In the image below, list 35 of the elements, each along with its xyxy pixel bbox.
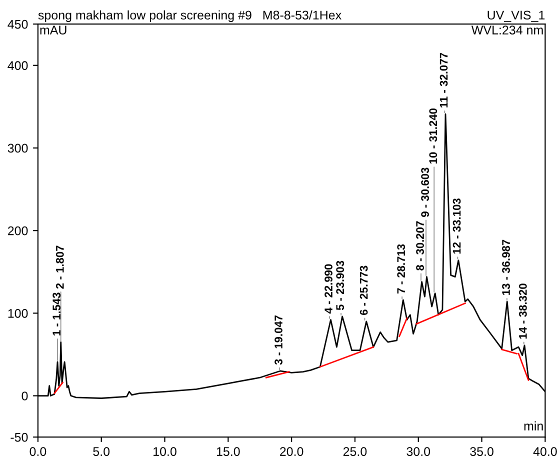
y-axis-title: mAU (40, 26, 66, 34)
annotation: 8 - 30.207 (416, 221, 424, 270)
annotation: 2 - 1.807 (56, 246, 64, 289)
y-tick-label: 100 (8, 308, 28, 318)
x-tick-label: 20.0 (280, 447, 304, 456)
annotation: 14 - 38.320 (518, 284, 527, 339)
y-tick-label: 450 (8, 20, 28, 29)
y-tick-label: -50 (10, 432, 28, 442)
x-tick-label: 40.0 (533, 447, 557, 456)
x-tick-label: 30.0 (406, 447, 430, 456)
annotation: 9 - 30.603 (421, 168, 430, 217)
y-tick-label: 300 (8, 144, 28, 153)
annotation: 10 - 31.240 (429, 108, 438, 164)
x-axis-title: min (524, 421, 543, 430)
x-tick-label: 5.0 (93, 447, 110, 456)
annotation: 4 - 22.990 (324, 264, 332, 314)
x-tick-label: 15.0 (216, 447, 240, 456)
chart-title: spong makham low polar screening #9 M8-8-53/1Hex (38, 10, 342, 22)
chart-subtitle: UV_VIS_1 (488, 10, 545, 22)
annotation: 13 - 36.987 (502, 240, 510, 295)
x-tick-label: 25.0 (343, 447, 367, 456)
x-tick-label: 35.0 (470, 447, 494, 456)
x-tick-label: 10.0 (154, 447, 176, 456)
annotation: 3 - 19.047 (274, 315, 282, 365)
y-tick-label: 400 (8, 61, 28, 70)
x-tick-label: 0.0 (30, 447, 46, 456)
annotation: 1 - 1.543 (52, 292, 61, 336)
annotation: WVL:234 nm (471, 26, 543, 34)
annotation: 7 - 28.713 (397, 244, 406, 294)
annotation: 6 - 25.773 (360, 266, 368, 316)
annotation: 12 - 33.103 (452, 198, 461, 254)
annotation: 11 - 32.077 (440, 52, 448, 108)
y-tick-label: 0 (22, 392, 28, 400)
y-tick-label: 200 (8, 226, 28, 236)
annotation: 5 - 23.903 (336, 260, 344, 310)
